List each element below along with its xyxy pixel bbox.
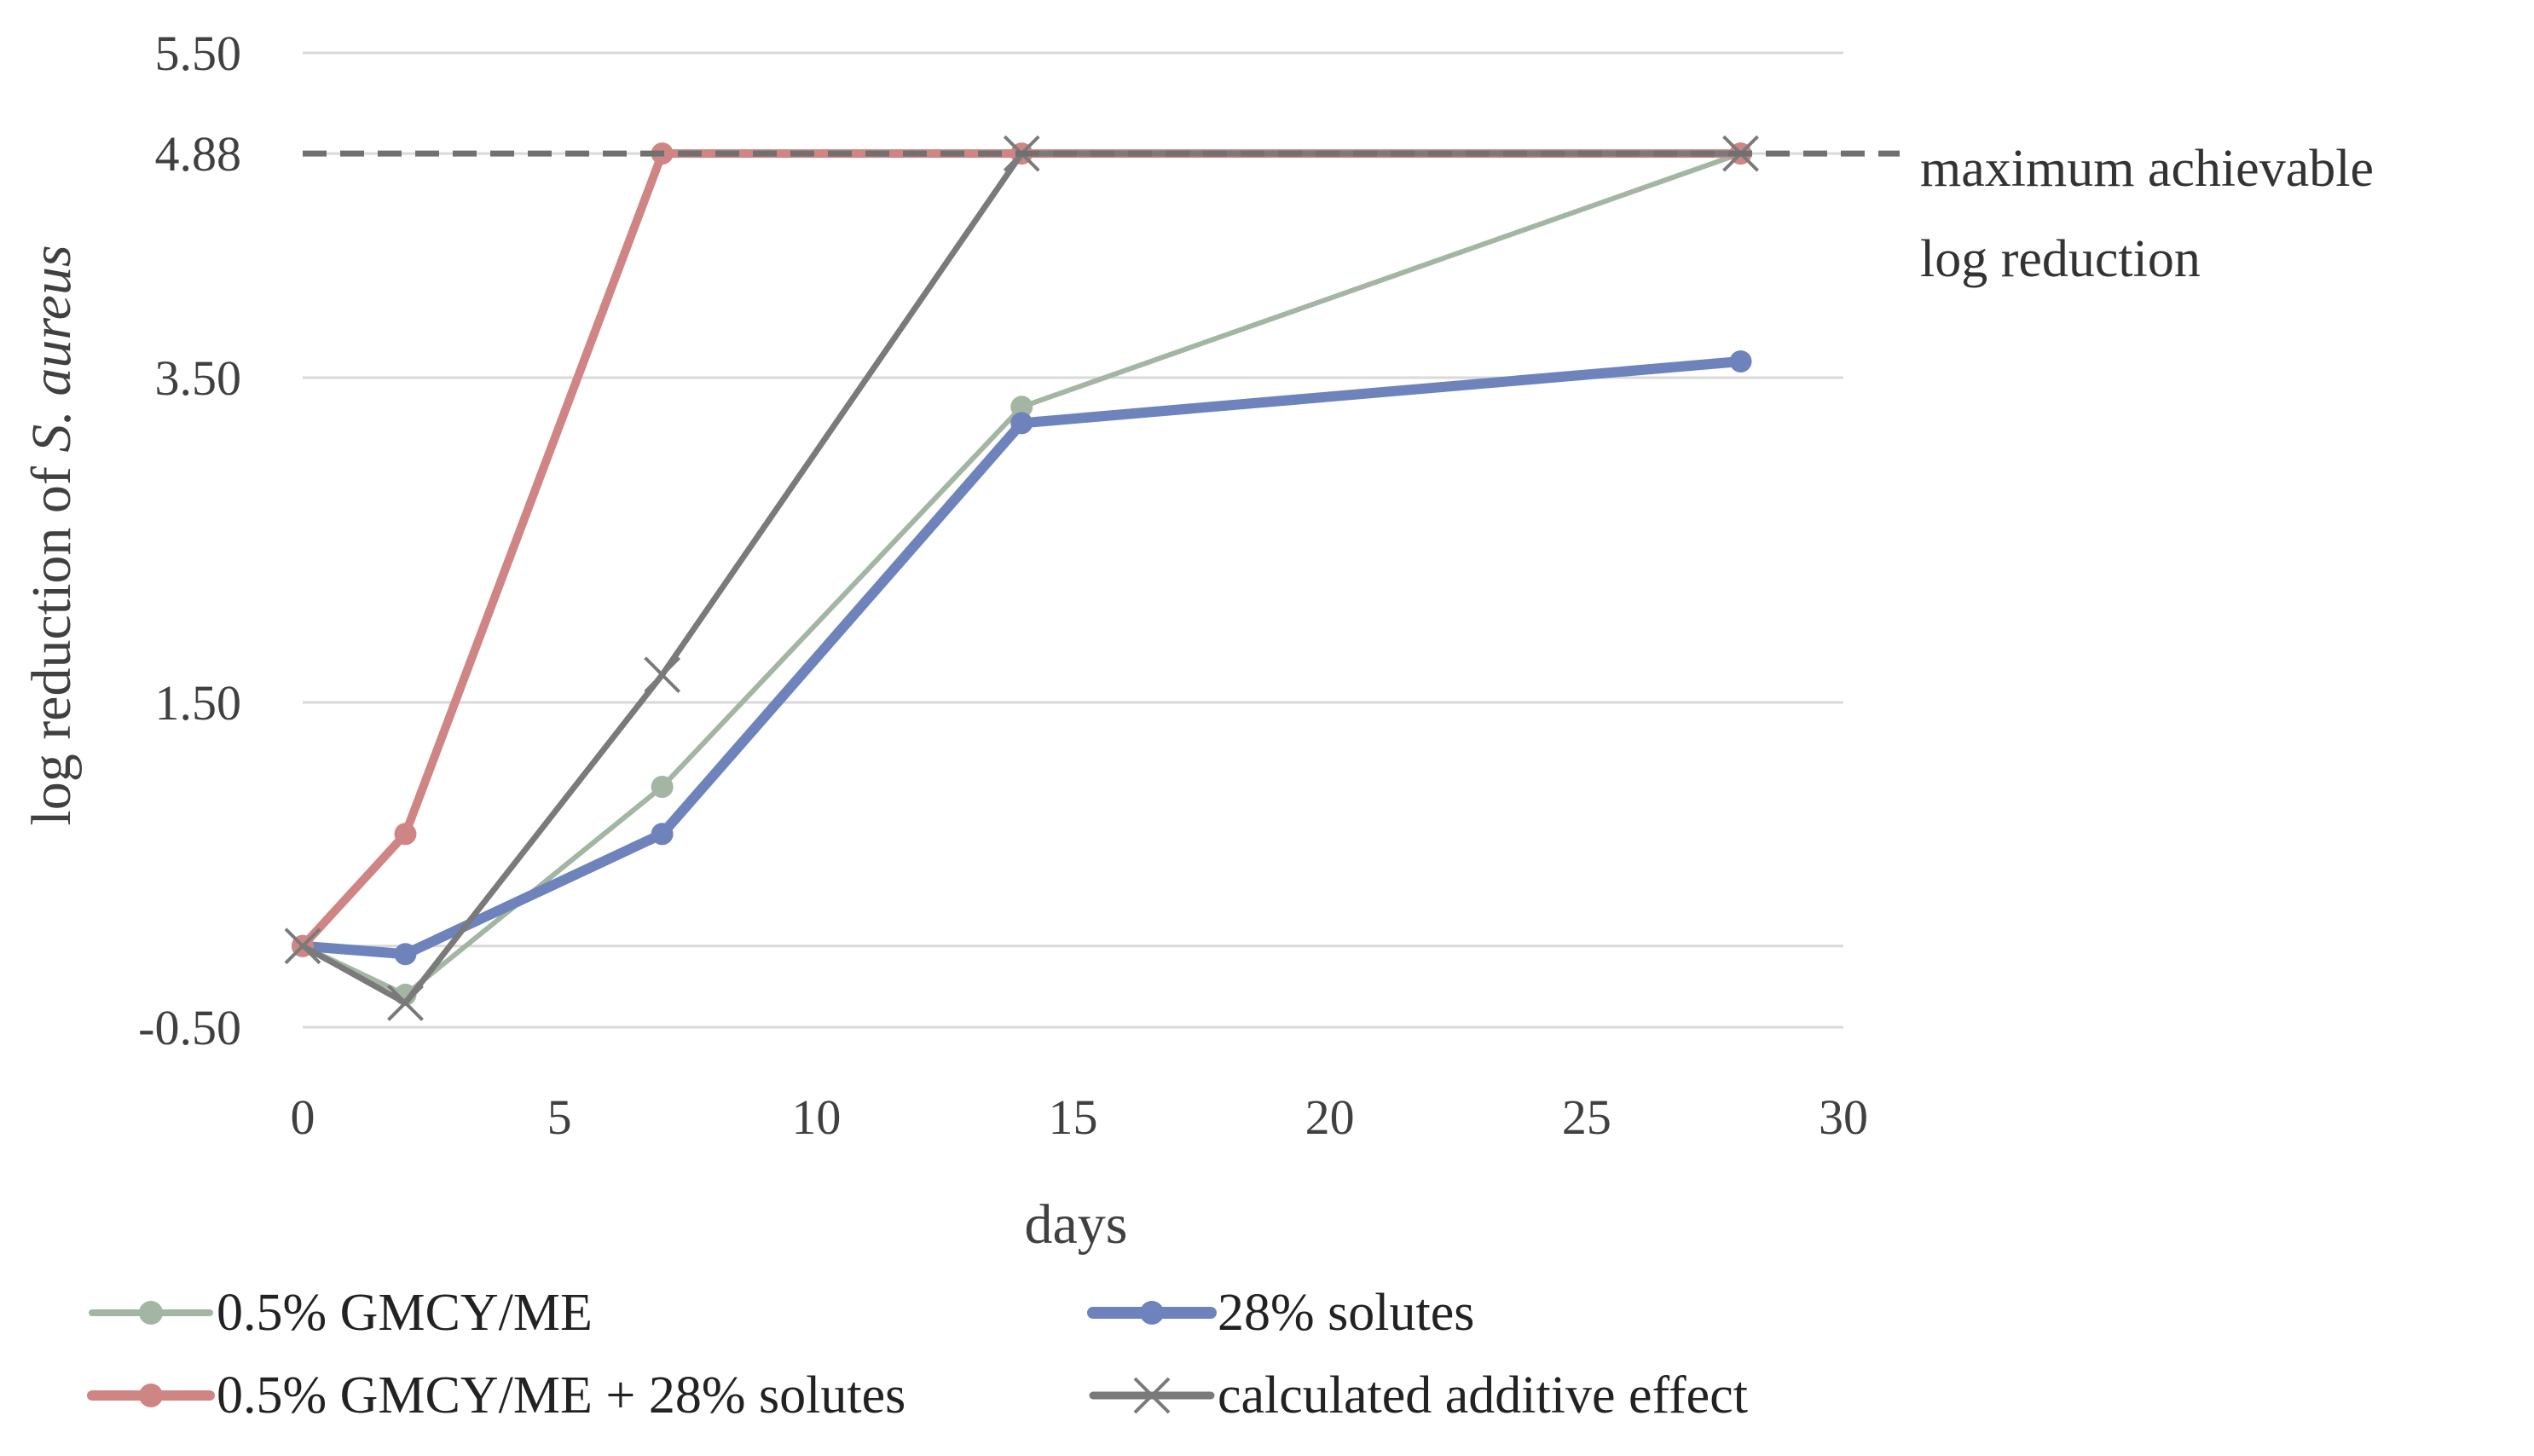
series-line [299,150,1744,1006]
data-point [394,823,417,846]
data-point [644,656,681,694]
x-tick-label: 20 [1305,1089,1355,1145]
x-tick-label: 15 [1049,1089,1098,1145]
series-line [300,151,1744,997]
data-point [394,943,417,966]
legend-item-2: 0.5% GMCY/ME + 28% solutes [87,1366,905,1424]
reference-annotation-line: log reduction [1920,230,2201,288]
series-line [298,355,1746,960]
data-point [1729,350,1752,373]
data-series [284,135,1759,1021]
y-tick-label: 1.50 [155,675,242,731]
data-point [651,823,674,846]
data-point [1010,412,1033,435]
data-point [387,985,424,1021]
x-tick-label: 0 [291,1089,315,1145]
legend-label: 28% solutes [1218,1284,1474,1342]
y-axis-title: log reduction of S. aureus [20,245,83,825]
data-point [139,1384,163,1407]
y-axis-tick-labels: 5.50 4.88 3.50 1.50 -0.50 [138,26,241,1055]
legend-label: calculated additive effect [1218,1366,1748,1424]
legend-label: 0.5% GMCY/ME [217,1284,593,1342]
x-tick-label: 5 [547,1089,572,1145]
data-point [139,1301,163,1325]
y-tick-label: 5.50 [155,26,242,81]
data-point [284,927,321,965]
y-tick-label: 3.50 [155,350,242,406]
reference-annotation-line: maximum achievable [1920,140,2374,198]
data-point [1010,396,1033,419]
x-axis-title: days [1025,1193,1128,1256]
x-axis-tick-labels: 0 5 10 15 20 25 30 [291,1089,1869,1145]
y-tick-label: 4.88 [155,126,242,182]
legend-item-3: calculated additive effect [1089,1366,1748,1424]
y-axis-title-prefix: log reduction of [20,453,83,826]
legend-label: 0.5% GMCY/ME + 28% solutes [217,1366,905,1424]
x-tick-label: 30 [1819,1089,1868,1145]
y-axis-title-italic: S. aureus [20,245,83,452]
data-point [651,776,674,799]
max-reduction-reference: maximum achievable log reduction [303,140,2374,288]
data-point [1133,1377,1171,1414]
gridlines [303,51,1843,1029]
y-tick-label: -0.50 [138,1000,241,1055]
data-point [1140,1301,1164,1325]
series-2 [292,142,1752,957]
legend-item-1: 28% solutes [1087,1284,1474,1342]
series-line [298,149,1745,950]
series-0 [292,142,1752,1006]
legend-item-0: 0.5% GMCY/ME [89,1284,593,1342]
x-tick-label: 10 [791,1089,841,1145]
x-tick-label: 25 [1562,1089,1611,1145]
legend: 0.5% GMCY/ME 28% solutes 0.5% GMCY/ME + 28… [87,1284,1748,1424]
